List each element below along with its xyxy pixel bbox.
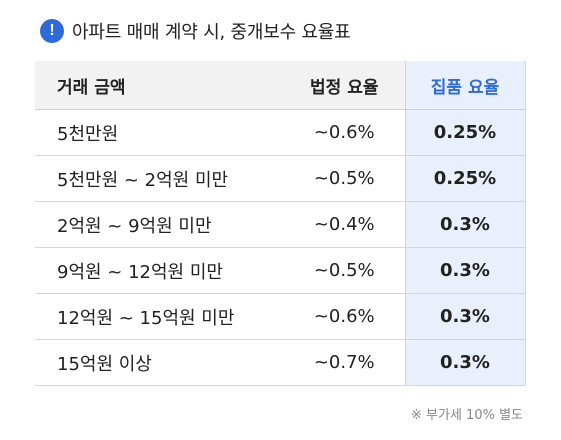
amount-cell: 15억원 이상	[35, 339, 284, 386]
amount-cell: 12억원 ~ 15억원 미만	[35, 293, 284, 340]
table-row: 2억원 ~ 9억원 미만 ~0.4% 0.3%	[35, 201, 526, 248]
legal-rate-cell: ~0.7%	[284, 339, 405, 386]
exclamation-icon: !	[40, 19, 64, 43]
amount-cell: 5천만원	[35, 109, 284, 156]
page-title: 아파트 매매 계약 시, 중개보수 요율표	[72, 22, 351, 43]
zippum-rate-cell: 0.3%	[404, 339, 526, 386]
header-zippum-rate: 집품 요율	[404, 61, 526, 110]
amount-cell: 2억원 ~ 9억원 미만	[35, 201, 284, 248]
zippum-rate-cell: 0.3%	[404, 293, 526, 340]
legal-rate-cell: ~0.5%	[284, 155, 405, 202]
header-transaction-amount: 거래 금액	[35, 61, 284, 110]
table-row: 15억원 이상 ~0.7% 0.3%	[35, 339, 526, 386]
brokerage-rate-table: 거래 금액 법정 요율 집품 요율 5천만원 ~0.6% 0.25% 5천만원 …	[35, 61, 526, 386]
table-row: 9억원 ~ 12억원 미만 ~0.5% 0.3%	[35, 247, 526, 294]
zippum-rate-cell: 0.3%	[404, 247, 526, 294]
table-row: 5천만원 ~0.6% 0.25%	[35, 109, 526, 156]
table-caption: ! 아파트 매매 계약 시, 중개보수 요율표	[40, 17, 351, 45]
legal-rate-cell: ~0.6%	[284, 293, 405, 340]
zippum-rate-cell: 0.25%	[404, 155, 526, 202]
legal-rate-cell: ~0.6%	[284, 109, 405, 156]
amount-cell: 5천만원 ~ 2억원 미만	[35, 155, 284, 202]
vat-footnote: ※ 부가세 10% 별도	[411, 408, 523, 423]
zippum-rate-cell: 0.25%	[404, 109, 526, 156]
legal-rate-cell: ~0.5%	[284, 247, 405, 294]
legal-rate-cell: ~0.4%	[284, 201, 405, 248]
table-header-row: 거래 금액 법정 요율 집품 요율	[35, 61, 526, 110]
zippum-rate-cell: 0.3%	[404, 201, 526, 248]
table-row: 12억원 ~ 15억원 미만 ~0.6% 0.3%	[35, 293, 526, 340]
table-row: 5천만원 ~ 2억원 미만 ~0.5% 0.25%	[35, 155, 526, 202]
header-legal-rate: 법정 요율	[284, 61, 405, 110]
amount-cell: 9억원 ~ 12억원 미만	[35, 247, 284, 294]
